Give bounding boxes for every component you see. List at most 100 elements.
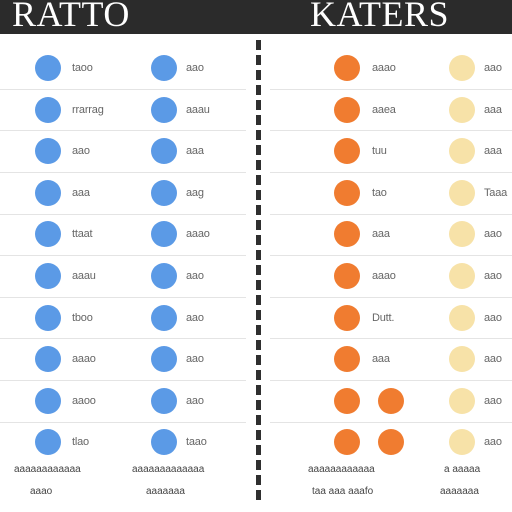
orange-dot-marker: [334, 180, 360, 206]
left-col1-label: ttaat: [72, 228, 93, 240]
blue-dot-marker: [35, 263, 61, 289]
orange-dot-marker: [334, 429, 360, 455]
row-separator: [0, 130, 246, 131]
row-separator: [0, 338, 246, 339]
footer-left-b-2: aaaaaaa: [146, 486, 185, 497]
cream-dot-marker: [449, 221, 475, 247]
row-separator: [270, 214, 512, 215]
blue-dot-marker: [151, 97, 177, 123]
left-col1-label: rrarrag: [72, 104, 104, 116]
cream-dot-marker: [449, 263, 475, 289]
left-col2-label: aao: [186, 395, 204, 407]
left-col2-label: aao: [186, 353, 204, 365]
row-separator: [0, 255, 246, 256]
orange-dot-marker: [378, 388, 404, 414]
footer-left-b-1: aaaaaaaaaaaaa: [132, 464, 205, 475]
left-col1-label: tboo: [72, 312, 93, 324]
orange-dot-marker: [334, 346, 360, 372]
row-separator: [0, 297, 246, 298]
row-separator: [270, 130, 512, 131]
row-separator: [270, 89, 512, 90]
blue-dot-marker: [151, 429, 177, 455]
left-col1-label: aao: [72, 145, 90, 157]
left-col1-label: aaa: [72, 187, 90, 199]
footer-right-a-1: aaaaaaaaaaaa: [308, 464, 375, 475]
left-col2-label: aag: [186, 187, 204, 199]
left-col2-label: aao: [186, 312, 204, 324]
blue-dot-marker: [35, 429, 61, 455]
row-separator: [0, 89, 246, 90]
right-col2-label: aaa: [484, 104, 502, 116]
blue-dot-marker: [151, 180, 177, 206]
blue-dot-marker: [151, 55, 177, 81]
footer-left-a-1: aaaaaaaaaaaa: [14, 464, 81, 475]
right-col2-label: aao: [484, 312, 502, 324]
orange-dot-marker: [334, 388, 360, 414]
right-col1-label: tao: [372, 187, 387, 199]
blue-dot-marker: [151, 221, 177, 247]
right-col1-label: tuu: [372, 145, 387, 157]
header-bar: [0, 0, 512, 34]
footer-right-b-1: a aaaaa: [444, 464, 481, 475]
right-col1-label: Dutt.: [372, 312, 395, 324]
row-separator: [270, 172, 512, 173]
right-col2-label: aao: [484, 62, 502, 74]
left-col1-label: aaoo: [72, 395, 96, 407]
cream-dot-marker: [449, 305, 475, 331]
blue-dot-marker: [151, 263, 177, 289]
right-col1-label: aaa: [372, 353, 390, 365]
footer-left-a-2: aaao: [30, 486, 53, 497]
left-col1-label: taoo: [72, 62, 93, 74]
blue-dot-marker: [35, 305, 61, 331]
blue-dot-marker: [35, 138, 61, 164]
blue-dot-marker: [151, 138, 177, 164]
left-col2-label: aaau: [186, 104, 210, 116]
orange-dot-marker: [378, 429, 404, 455]
left-col2-label: aaao: [186, 228, 210, 240]
blue-dot-marker: [35, 55, 61, 81]
row-separator: [270, 422, 512, 423]
blue-dot-marker: [35, 346, 61, 372]
blue-dot-marker: [35, 97, 61, 123]
row-separator: [270, 338, 512, 339]
right-col1-label: aaao: [372, 270, 396, 282]
right-col1-label: aaea: [372, 104, 396, 116]
blue-dot-marker: [151, 305, 177, 331]
left-col1-label: aaao: [72, 353, 96, 365]
title-right: KATERS: [310, 0, 450, 34]
right-col2-label: aao: [484, 436, 502, 448]
row-separator: [0, 422, 246, 423]
row-separator: [0, 214, 246, 215]
orange-dot-marker: [334, 305, 360, 331]
blue-dot-marker: [35, 221, 61, 247]
blue-dot-marker: [35, 388, 61, 414]
blue-dot-marker: [151, 388, 177, 414]
cream-dot-marker: [449, 138, 475, 164]
orange-dot-marker: [334, 138, 360, 164]
row-separator: [270, 297, 512, 298]
orange-dot-marker: [334, 97, 360, 123]
orange-dot-marker: [334, 263, 360, 289]
left-col1-label: tlao: [72, 436, 89, 448]
cream-dot-marker: [449, 55, 475, 81]
right-col2-label: aao: [484, 228, 502, 240]
right-col2-label: aaa: [484, 145, 502, 157]
row-separator: [270, 255, 512, 256]
orange-dot-marker: [334, 221, 360, 247]
left-col2-label: aao: [186, 270, 204, 282]
cream-dot-marker: [449, 388, 475, 414]
title-left: RATTO: [12, 0, 130, 34]
row-separator: [270, 380, 512, 381]
left-col1-label: aaau: [72, 270, 96, 282]
left-col2-label: aaa: [186, 145, 204, 157]
right-col2-label: Taaa: [484, 187, 508, 199]
left-col2-label: taao: [186, 436, 207, 448]
blue-dot-marker: [151, 346, 177, 372]
cream-dot-marker: [449, 180, 475, 206]
right-col2-label: aao: [484, 353, 502, 365]
footer-right-b-2: aaaaaaa: [440, 486, 479, 497]
cream-dot-marker: [449, 97, 475, 123]
right-col1-label: aaa: [372, 228, 390, 240]
cream-dot-marker: [449, 346, 475, 372]
blue-dot-marker: [35, 180, 61, 206]
